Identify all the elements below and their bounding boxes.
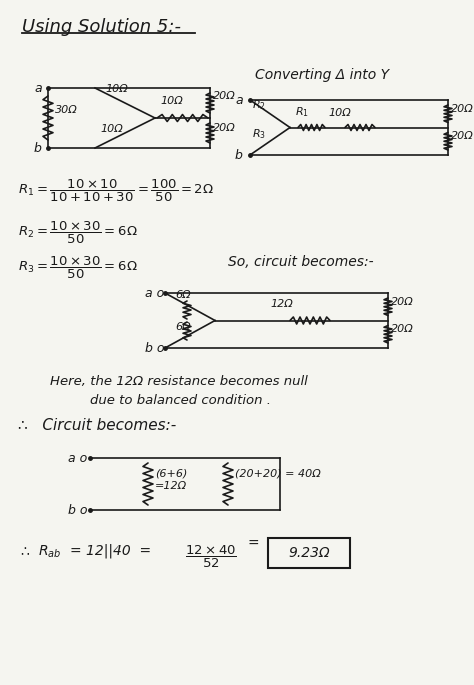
- Text: 6Ω: 6Ω: [175, 290, 191, 300]
- Text: =: =: [248, 537, 260, 551]
- Text: 10Ω: 10Ω: [160, 96, 183, 106]
- Text: $\therefore$: $\therefore$: [18, 544, 31, 558]
- Text: 6Ω: 6Ω: [175, 322, 191, 332]
- Text: 10Ω: 10Ω: [100, 124, 123, 134]
- Text: $\dfrac{12\times40}{52}$: $\dfrac{12\times40}{52}$: [185, 544, 237, 570]
- Text: Converting Δ into Y: Converting Δ into Y: [255, 68, 389, 82]
- Text: (6+6): (6+6): [155, 468, 187, 478]
- Text: 10Ω: 10Ω: [328, 108, 351, 118]
- Text: 20Ω: 20Ω: [391, 324, 414, 334]
- Text: b o: b o: [68, 503, 88, 516]
- Text: Here, the 12Ω resistance becomes null: Here, the 12Ω resistance becomes null: [50, 375, 308, 388]
- Text: $R_2$: $R_2$: [252, 98, 266, 112]
- Text: (20+20) = 40Ω: (20+20) = 40Ω: [235, 468, 321, 478]
- Text: 12Ω: 12Ω: [270, 299, 293, 308]
- Text: 20Ω: 20Ω: [213, 123, 236, 133]
- Text: a: a: [235, 93, 243, 106]
- Text: a: a: [34, 82, 42, 95]
- Text: $R_2 = \dfrac{10\times30}{50} = 6\Omega$: $R_2 = \dfrac{10\times30}{50} = 6\Omega$: [18, 220, 137, 246]
- Text: due to balanced condition .: due to balanced condition .: [90, 394, 271, 407]
- Text: Using Solution 5:-: Using Solution 5:-: [22, 18, 181, 36]
- Text: 20Ω: 20Ω: [213, 91, 236, 101]
- Text: $R_1$: $R_1$: [295, 105, 309, 119]
- Text: b: b: [34, 142, 42, 155]
- Bar: [268, 538, 350, 568]
- Text: 20Ω: 20Ω: [451, 103, 474, 114]
- Text: So, circuit becomes:-: So, circuit becomes:-: [228, 255, 374, 269]
- Text: b o: b o: [145, 342, 164, 355]
- Text: 30Ω: 30Ω: [55, 105, 78, 115]
- Text: b: b: [235, 149, 243, 162]
- Text: a o: a o: [145, 286, 164, 299]
- Text: a o: a o: [68, 451, 87, 464]
- Text: ∴   Circuit becomes:-: ∴ Circuit becomes:-: [18, 418, 176, 433]
- Text: 9.23Ω: 9.23Ω: [288, 546, 330, 560]
- Text: =12Ω: =12Ω: [155, 481, 187, 491]
- Text: 20Ω: 20Ω: [451, 132, 474, 141]
- Text: $R_3 = \dfrac{10\times30}{50} = 6\Omega$: $R_3 = \dfrac{10\times30}{50} = 6\Omega$: [18, 255, 137, 281]
- Text: 20Ω: 20Ω: [391, 297, 414, 307]
- Text: $R_{ab}$: $R_{ab}$: [38, 544, 61, 560]
- Text: $R_3$: $R_3$: [252, 127, 266, 141]
- Text: = 12||40  =: = 12||40 =: [70, 544, 160, 558]
- Text: $R_1 = \dfrac{10\times10}{10+10+30} = \dfrac{100}{50} = 2\Omega$: $R_1 = \dfrac{10\times10}{10+10+30} = \d…: [18, 178, 214, 204]
- Text: 10Ω: 10Ω: [105, 84, 128, 94]
